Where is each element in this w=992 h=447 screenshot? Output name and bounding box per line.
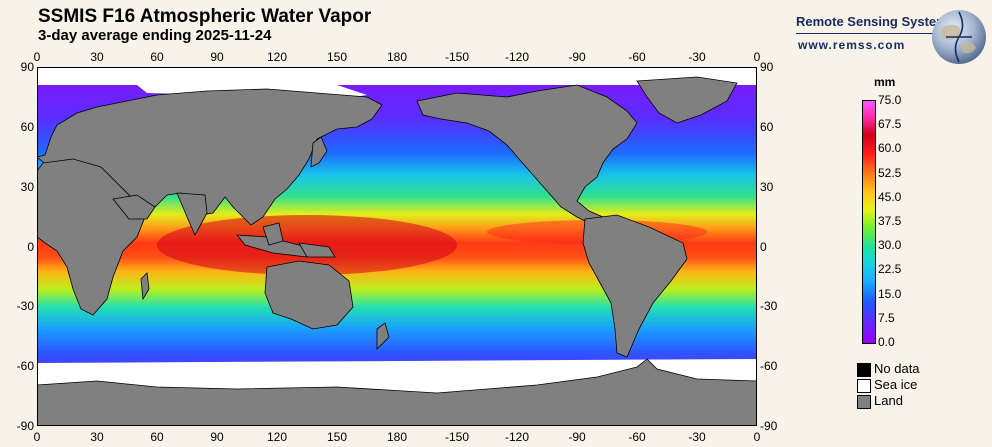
x-tick-label: 90 bbox=[210, 50, 224, 64]
x-tick-label: -30 bbox=[688, 430, 706, 444]
land-australia bbox=[264, 260, 354, 330]
map-subtitle: 3-day average ending 2025-11-24 bbox=[38, 27, 272, 44]
x-tick-label: 180 bbox=[386, 50, 408, 64]
land-greenland bbox=[636, 76, 738, 124]
colorbar-unit: mm bbox=[874, 75, 896, 89]
x-tick-label: 30 bbox=[90, 50, 104, 64]
x-tick-label: 30 bbox=[90, 430, 104, 444]
colorbar-tick-label: 45.0 bbox=[878, 189, 902, 204]
y-tick-label: 0 bbox=[27, 239, 34, 254]
x-tick-label: 120 bbox=[266, 50, 288, 64]
x-tick-label: -60 bbox=[628, 50, 646, 64]
x-tick-label: -30 bbox=[688, 50, 706, 64]
legend-swatch bbox=[857, 363, 871, 377]
map-frame bbox=[37, 67, 757, 426]
x-tick-label: 120 bbox=[266, 430, 288, 444]
y-tick-label: -30 bbox=[760, 299, 778, 314]
x-tick-label: 0 bbox=[753, 50, 761, 64]
land-japan bbox=[310, 136, 328, 168]
colorbar-tick-label: 15.0 bbox=[878, 286, 902, 301]
x-tick-label: 0 bbox=[33, 50, 41, 64]
x-tick-label: 90 bbox=[210, 430, 224, 444]
y-tick-label: 30 bbox=[760, 179, 774, 194]
x-tick-label: 0 bbox=[33, 430, 41, 444]
brand-block: Remote Sensing Systems www.remss.com bbox=[796, 14, 955, 52]
x-tick-label: -120 bbox=[504, 50, 530, 64]
legend-label: Sea ice bbox=[874, 377, 918, 392]
colorbar-tick-label: 52.5 bbox=[878, 165, 902, 180]
y-tick-label: -60 bbox=[16, 359, 34, 374]
legend-swatch bbox=[857, 395, 871, 409]
land-india bbox=[176, 192, 208, 236]
x-tick-label: 150 bbox=[326, 430, 348, 444]
arctic-sea-ice bbox=[37, 67, 757, 85]
x-tick-label: -60 bbox=[628, 430, 646, 444]
y-tick-label: 30 bbox=[20, 179, 34, 194]
water-vapor-map bbox=[37, 67, 757, 426]
y-tick-label: 0 bbox=[760, 239, 767, 254]
legend-label: Land bbox=[874, 393, 903, 408]
land-north-america bbox=[416, 84, 638, 226]
colorbar-tick-label: 67.5 bbox=[878, 117, 902, 132]
y-tick-label: -90 bbox=[16, 419, 34, 433]
y-tick-label: -30 bbox=[16, 299, 34, 314]
colorbar-tick-label: 37.5 bbox=[878, 214, 902, 228]
x-tick-label: -120 bbox=[504, 430, 530, 444]
legend-label: No data bbox=[874, 361, 920, 376]
map-title: SSMIS F16 Atmospheric Water Vapor bbox=[38, 6, 372, 27]
x-tick-label: 180 bbox=[386, 430, 408, 444]
x-tick-label: 0 bbox=[753, 430, 761, 444]
y-tick-label: -90 bbox=[760, 419, 778, 433]
colorbar bbox=[862, 100, 876, 344]
y-tick-label: 60 bbox=[20, 119, 34, 134]
land-borneo bbox=[262, 222, 284, 246]
colorbar-tick-label: 22.5 bbox=[878, 262, 902, 277]
colorbar-tick-label: 30.0 bbox=[878, 238, 902, 253]
x-tick-label: -90 bbox=[568, 430, 586, 444]
land-south-america bbox=[582, 214, 688, 358]
land-arabia bbox=[112, 194, 156, 220]
land-madagascar bbox=[140, 272, 150, 301]
y-tick-label: -60 bbox=[760, 359, 778, 374]
legend-swatch bbox=[857, 379, 871, 393]
brand-url[interactable]: www.remss.com bbox=[798, 38, 906, 52]
y-tick-label: 60 bbox=[760, 119, 774, 134]
x-tick-label: 60 bbox=[150, 50, 164, 64]
globe-logo-icon bbox=[932, 10, 986, 64]
y-tick-label: 90 bbox=[760, 60, 774, 74]
land-new-zealand bbox=[376, 322, 390, 350]
colorbar-tick-label: 60.0 bbox=[878, 141, 902, 156]
colorbar-tick-label: 7.5 bbox=[878, 310, 895, 325]
x-tick-label: -150 bbox=[444, 50, 470, 64]
land-new-guinea bbox=[298, 242, 336, 258]
y-tick-label: 90 bbox=[20, 60, 34, 74]
brand-divider bbox=[796, 33, 944, 34]
colorbar-tick-label: 0.0 bbox=[878, 335, 895, 349]
x-tick-label: 60 bbox=[150, 430, 164, 444]
x-tick-label: -90 bbox=[568, 50, 586, 64]
x-tick-label: -150 bbox=[444, 430, 470, 444]
brand-name: Remote Sensing Systems bbox=[796, 14, 955, 29]
colorbar-tick-label: 75.0 bbox=[878, 93, 902, 107]
x-tick-label: 150 bbox=[326, 50, 348, 64]
land-antarctica bbox=[37, 358, 757, 426]
land-masses bbox=[37, 76, 757, 426]
